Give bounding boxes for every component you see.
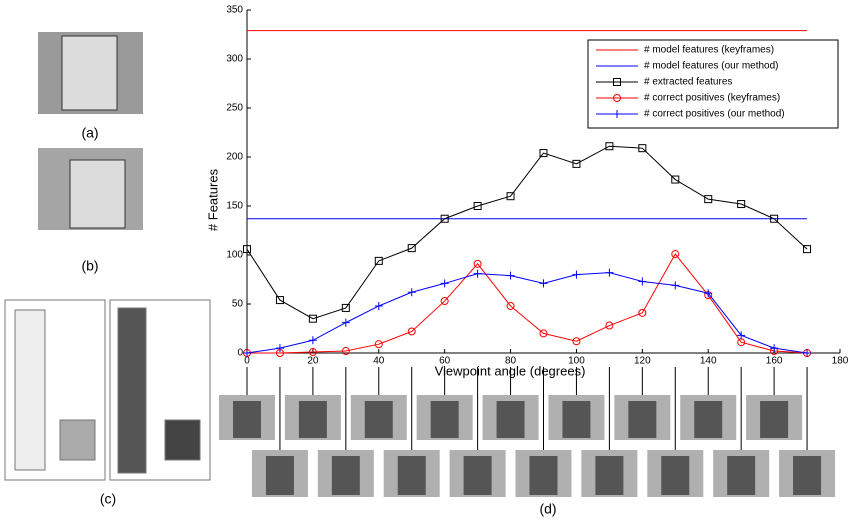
x-tick-label: 40 (373, 356, 385, 367)
x-tick-label: 100 (568, 356, 585, 367)
marker (342, 319, 350, 327)
thumbnail-object (332, 456, 360, 495)
x-tick-label: 160 (766, 356, 783, 367)
photo-b-object (70, 160, 125, 228)
legend-label: # extracted features (644, 77, 732, 88)
thumbnail-object (628, 401, 656, 438)
x-tick-label: 60 (439, 356, 451, 367)
thumbnail-object (365, 401, 393, 438)
x-tick-label: 180 (832, 356, 849, 367)
marker (441, 279, 449, 287)
legend-label: # correct positives (keyframes) (644, 93, 780, 104)
y-axis-label: # Features (205, 168, 220, 231)
x-tick-label: 0 (244, 356, 250, 367)
series-line (247, 254, 807, 353)
panel-label: (a) (81, 125, 98, 141)
thumbnail-object (793, 456, 821, 495)
thumbnail-object (266, 456, 294, 495)
series (244, 143, 811, 322)
thumbnail-object (464, 456, 492, 495)
x-tick-label: 140 (700, 356, 717, 367)
marker (507, 272, 515, 280)
thumbnail-object (760, 401, 788, 438)
marker (605, 269, 613, 277)
thumbnail-object (727, 456, 755, 495)
thumbnail-object (497, 401, 525, 438)
panel-label: (b) (81, 258, 98, 274)
marker (309, 336, 317, 344)
marker (638, 277, 646, 285)
x-tick-label: 120 (634, 356, 651, 367)
thumbnail-object (431, 401, 459, 438)
series (244, 251, 811, 357)
y-tick-label: 250 (226, 103, 243, 114)
y-tick-label: 150 (226, 201, 243, 212)
series (243, 269, 811, 357)
y-tick-label: 100 (226, 250, 243, 261)
wireframe-c (5, 300, 210, 480)
y-tick-label: 50 (232, 299, 244, 310)
thumbnail-object (694, 401, 722, 438)
x-tick-label: 80 (505, 356, 517, 367)
series-line (247, 146, 807, 318)
y-tick-label: 350 (226, 5, 243, 16)
thumbnail-object (562, 401, 590, 438)
marker (474, 270, 482, 278)
legend-label: # correct positives (our method) (644, 109, 785, 120)
marker (540, 279, 548, 287)
marker (408, 288, 416, 296)
photo-a-object (62, 36, 117, 110)
marker (671, 281, 679, 289)
thumbnail-object (299, 401, 327, 438)
thumbnail-object (398, 456, 426, 495)
x-tick-label: 20 (307, 356, 319, 367)
marker (572, 271, 580, 279)
thumbnail-object (595, 456, 623, 495)
thumbnail-object (530, 456, 558, 495)
y-tick-label: 0 (237, 348, 243, 359)
legend-label: # model features (keyframes) (644, 45, 774, 56)
thumbnail-object (233, 401, 261, 438)
panel-label: (c) (100, 491, 116, 507)
legend-label: # model features (our method) (644, 61, 779, 72)
y-tick-label: 300 (226, 54, 243, 65)
marker (375, 302, 383, 310)
figure: (a) (b) (c) (d) # Features Viewpoint ang… (0, 0, 860, 523)
y-tick-label: 200 (226, 152, 243, 163)
panel-label: (d) (539, 501, 556, 517)
thumbnail-object (661, 456, 689, 495)
